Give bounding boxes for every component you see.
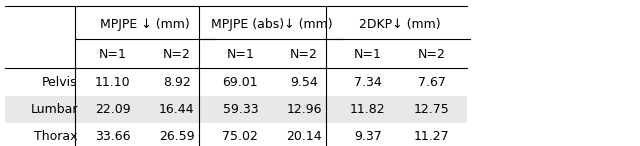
Text: 12.75: 12.75 [413,103,449,116]
Text: Pelvis: Pelvis [42,76,78,89]
Text: 12.96: 12.96 [286,103,322,116]
Text: 7.34: 7.34 [354,76,381,89]
Text: 59.33: 59.33 [223,103,258,116]
Text: N=2: N=2 [290,48,318,61]
FancyBboxPatch shape [4,96,467,123]
Text: 75.02: 75.02 [223,130,259,143]
Text: N=1: N=1 [354,48,381,61]
Text: 9.54: 9.54 [290,76,318,89]
Text: 11.10: 11.10 [95,76,131,89]
Text: 11.27: 11.27 [413,130,449,143]
Text: 69.01: 69.01 [223,76,258,89]
Text: 9.37: 9.37 [354,130,381,143]
Text: N=1: N=1 [227,48,254,61]
Text: 33.66: 33.66 [95,130,131,143]
Text: N=2: N=2 [163,48,191,61]
Text: MPJPE (abs)↓ (mm): MPJPE (abs)↓ (mm) [211,18,333,31]
Text: Lumbar: Lumbar [30,103,78,116]
Text: 8.92: 8.92 [163,76,191,89]
Text: 2DKP↓ (mm): 2DKP↓ (mm) [359,18,440,31]
Text: 7.67: 7.67 [417,76,445,89]
Text: Thorax: Thorax [35,130,78,143]
Text: 16.44: 16.44 [159,103,195,116]
Text: MPJPE ↓ (mm): MPJPE ↓ (mm) [100,18,189,31]
Text: 22.09: 22.09 [95,103,131,116]
Text: N=2: N=2 [417,48,445,61]
Text: 26.59: 26.59 [159,130,195,143]
Text: 20.14: 20.14 [286,130,322,143]
Text: N=1: N=1 [99,48,127,61]
Text: 11.82: 11.82 [350,103,386,116]
